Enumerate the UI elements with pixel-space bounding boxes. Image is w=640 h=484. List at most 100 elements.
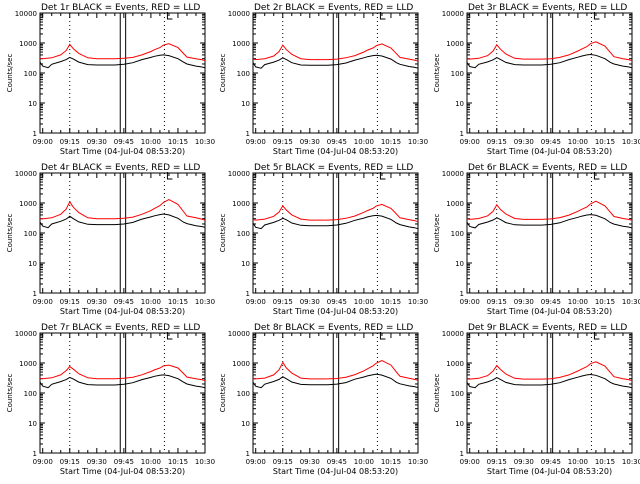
y-tick-label: 1000 (232, 40, 250, 48)
events-series-line (467, 373, 632, 389)
chart-panel-9: Det 9r BLACK = Events, RED = LLD 1 10 100 10… (433, 323, 640, 476)
y-axis-label: Counts/sec (6, 214, 14, 253)
x-tick-label: 09:15 (487, 298, 507, 306)
x-tick-label: 10:00 (141, 138, 161, 146)
interval-marker (379, 172, 386, 180)
x-tick-label: 09:15 (273, 138, 293, 146)
x-tick-label: 10:00 (568, 138, 588, 146)
plot-frame (466, 172, 633, 294)
y-tick-label: 10 (455, 420, 464, 428)
y-tick-label: 10000 (442, 10, 464, 18)
chart-title: Det 2r BLACK = Events, RED = LLD (254, 3, 413, 13)
x-tick-label: 10:00 (354, 298, 374, 306)
lld-series-line (40, 199, 205, 221)
x-axis-label: Start Time (04-Jul-04 08:53:20) (487, 307, 612, 316)
x-tick-label: 09:00 (460, 138, 480, 146)
events-series-line (253, 54, 418, 69)
y-tick-label: 1 (33, 130, 37, 138)
x-tick-label: 09:45 (114, 458, 134, 466)
plot-frame (252, 12, 419, 134)
lld-series-line (467, 41, 632, 62)
interval-marker (379, 332, 386, 340)
x-tick-label: 09:00 (246, 298, 266, 306)
y-axis-label: Counts/sec (219, 214, 227, 253)
y-tick-label: 10 (241, 260, 250, 268)
y-tick-label: 10 (28, 260, 37, 268)
x-tick-label: 09:30 (300, 138, 320, 146)
x-tick-label: 10:15 (168, 458, 188, 466)
y-axis-label: Counts/sec (219, 54, 227, 93)
x-tick-label: 10:00 (354, 138, 374, 146)
x-axis-label: Start Time (04-Jul-04 08:53:20) (487, 147, 612, 156)
x-tick-label: 09:15 (60, 458, 80, 466)
y-tick-label: 100 (237, 70, 250, 78)
x-tick-label: 10:30 (408, 138, 428, 146)
x-tick-label: 09:45 (114, 138, 134, 146)
chart-panel-1: Det 1r BLACK = Events, RED = LLD 1 10 100 10… (6, 3, 215, 156)
x-axis-label: Start Time (04-Jul-04 08:53:20) (487, 467, 612, 476)
y-tick-label: 100 (237, 390, 250, 398)
x-tick-label: 09:00 (460, 458, 480, 466)
events-series-line (467, 214, 632, 229)
x-tick-label: 09:30 (514, 138, 534, 146)
y-tick-label: 1000 (232, 200, 250, 208)
y-tick-label: 10000 (228, 10, 250, 18)
y-tick-label: 100 (451, 230, 464, 238)
x-axis-label: Start Time (04-Jul-04 08:53:20) (273, 307, 398, 316)
chart-title: Det 5r BLACK = Events, RED = LLD (254, 163, 413, 173)
x-tick-label: 09:45 (327, 298, 347, 306)
x-tick-label: 10:15 (168, 298, 188, 306)
events-series-line (40, 374, 205, 389)
chart-title: Det 4r BLACK = Events, RED = LLD (41, 163, 200, 173)
plot-frame (466, 332, 633, 454)
chart-panel-5: Det 5r BLACK = Events, RED = LLD 1 10 100 10… (219, 163, 428, 316)
x-tick-label: 09:30 (87, 458, 107, 466)
x-tick-label: 10:00 (568, 298, 588, 306)
lld-series-line (253, 360, 418, 381)
y-tick-label: 10000 (442, 330, 464, 338)
y-tick-label: 1 (246, 130, 250, 138)
x-tick-label: 09:45 (541, 298, 561, 306)
x-tick-label: 10:30 (408, 458, 428, 466)
y-tick-label: 10000 (228, 170, 250, 178)
y-tick-label: 10000 (442, 170, 464, 178)
events-series-line (40, 54, 205, 69)
x-tick-label: 10:15 (381, 458, 401, 466)
x-tick-label: 09:00 (460, 298, 480, 306)
y-tick-label: 10 (241, 420, 250, 428)
x-axis-label: Start Time (04-Jul-04 08:53:20) (60, 307, 185, 316)
y-tick-label: 1 (460, 130, 464, 138)
y-tick-label: 100 (24, 230, 37, 238)
chart-title: Det 1r BLACK = Events, RED = LLD (41, 3, 200, 13)
x-axis-label: Start Time (04-Jul-04 08:53:20) (273, 467, 398, 476)
x-tick-label: 09:30 (514, 458, 534, 466)
x-tick-label: 09:00 (33, 298, 53, 306)
x-tick-label: 09:00 (246, 458, 266, 466)
chart-title: Det 7r BLACK = Events, RED = LLD (41, 323, 200, 333)
x-tick-label: 10:15 (595, 138, 615, 146)
y-tick-label: 1000 (19, 40, 37, 48)
plot-frame (39, 332, 206, 454)
events-series-line (253, 373, 418, 389)
plot-frame (39, 172, 206, 294)
plot-frame (252, 332, 419, 454)
y-tick-label: 10 (28, 100, 37, 108)
y-tick-label: 1000 (446, 360, 464, 368)
lld-series-line (467, 361, 632, 382)
x-tick-label: 10:00 (568, 458, 588, 466)
x-tick-label: 09:45 (541, 458, 561, 466)
x-tick-label: 10:00 (354, 458, 374, 466)
x-tick-label: 09:30 (87, 298, 107, 306)
y-axis-label: Counts/sec (6, 54, 14, 93)
y-tick-label: 1000 (19, 200, 37, 208)
y-tick-label: 1000 (19, 360, 37, 368)
y-tick-label: 1 (33, 290, 37, 298)
y-tick-label: 10000 (15, 170, 37, 178)
x-tick-label: 10:30 (408, 298, 428, 306)
chart-title: Det 9r BLACK = Events, RED = LLD (468, 323, 627, 333)
x-tick-label: 10:15 (595, 458, 615, 466)
x-axis-label: Start Time (04-Jul-04 08:53:20) (273, 147, 398, 156)
y-tick-label: 1 (460, 450, 464, 458)
x-tick-label: 09:15 (60, 138, 80, 146)
